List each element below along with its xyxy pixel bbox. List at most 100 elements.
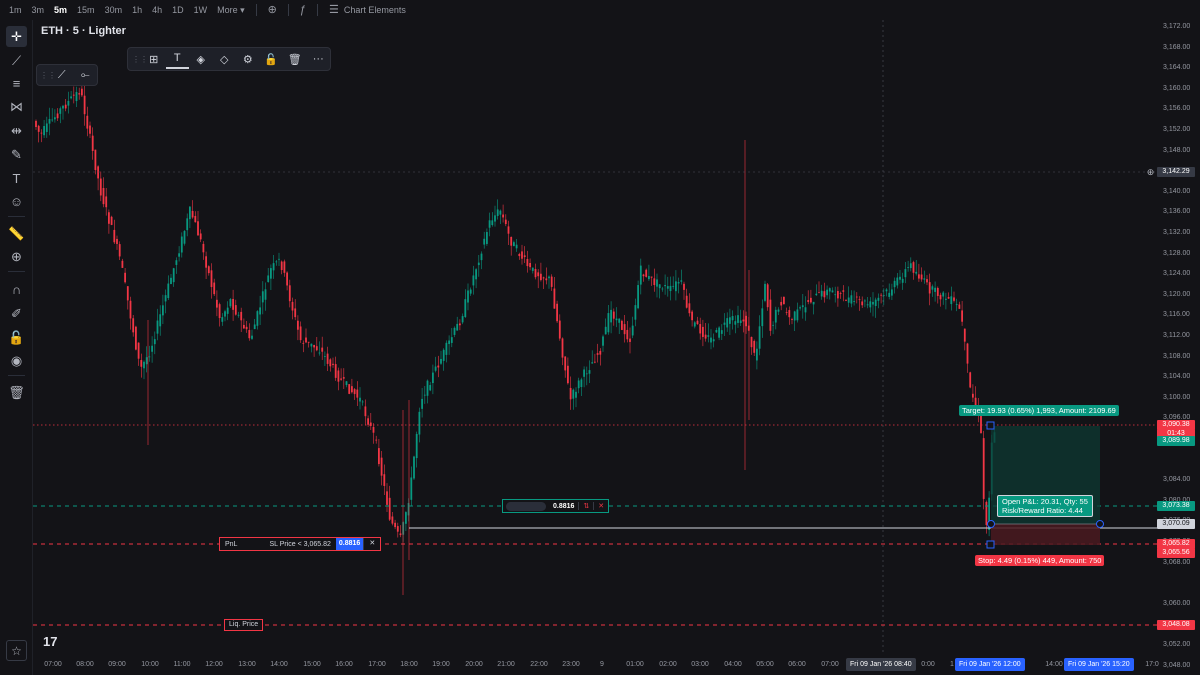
candle-body [62,105,64,109]
time-scale-label: 05:00 [756,661,774,668]
candle-body [456,323,459,331]
time-scale-label: 18:00 [400,661,418,668]
fib-tool-icon[interactable]: ≡ [12,76,21,91]
zoom-in-icon[interactable]: ⊕ [11,248,22,264]
timeframe-1w[interactable]: 1W [193,5,208,15]
stop-label: Stop: 4.49 (0.15%) 449, Amount: 750 [975,555,1105,566]
liq-price-label: Liq. Price [224,619,264,631]
timeframe-1h[interactable]: 1h [132,5,143,15]
more-timeframes-button[interactable]: More ▾ [217,5,245,15]
favorites-star-icon[interactable]: ☆ [6,640,27,661]
candle-body [234,305,237,315]
order-quantity[interactable]: 0.8816 [553,502,575,510]
more-options-icon[interactable]: ··· [312,53,324,65]
add-indicator-icon[interactable]: ⊕ [267,4,277,16]
chart-elements-button[interactable]: Chart Elements [343,5,406,15]
line-color-icon[interactable]: ◇ [220,53,229,66]
candle-body [272,263,275,271]
candle-body [283,261,286,273]
close-order-icon[interactable]: ✕ [593,502,608,510]
timeframe-15m[interactable]: 15m [77,5,95,15]
time-scale-label: 21:00 [497,661,515,668]
emoji-tool-icon[interactable]: ☺ [9,194,24,209]
loss-zone[interactable] [991,524,1100,545]
candle-body [585,373,588,375]
crosshair-tool-icon[interactable]: ✛ [6,26,27,47]
timeframe-1d[interactable]: 1D [172,5,184,15]
current-price-tag: 3,089.98 [1157,436,1195,446]
sl-quantity[interactable]: 0.8816 [335,538,364,550]
candle-body [785,312,788,313]
candle-body [774,309,777,323]
candle-body [572,389,575,399]
time-scale-label: 17:00 [368,661,386,668]
candle-body [545,278,548,281]
entry-order-widget[interactable]: 0.8816 ⇅ ✕ [502,499,610,513]
lock-icon[interactable]: 🔓 [8,329,25,345]
settings-gear-icon[interactable]: ⚙ [242,53,253,66]
timeframe-5m[interactable]: 5m [54,5,68,15]
add-alert-icon[interactable]: ⊕ [1146,167,1155,177]
time-scale-label: 06:00 [788,661,806,668]
candle-body [348,384,351,394]
candle-body [97,166,99,179]
pattern-tool-icon[interactable]: ⋈ [10,98,23,114]
price-scale-label: 3,152.00 [1163,126,1191,133]
timeframe-4h[interactable]: 4h [152,5,163,15]
candle-body [580,379,583,388]
lock-drawing-icon[interactable]: 🔓 [264,53,279,66]
entry-handle-left[interactable] [987,520,995,528]
drag-grip-icon[interactable]: ⋮⋮ [40,70,56,80]
candle-body [232,298,234,310]
floating-drawing-toolbar: ⋮⋮ ⊞ T ◈ ◇ ⚙ 🔓 🗑 ··· [127,47,331,71]
close-sl-icon[interactable]: ✕ [363,538,380,550]
sl-order-widget[interactable]: PnL SL Price < 3,065.82 0.8816 ✕ [219,537,382,551]
candle-body [167,283,170,299]
brush-tool-icon[interactable]: ✎ [11,146,22,162]
template-icon[interactable]: ⊞ [149,53,159,66]
reverse-order-icon[interactable]: ⇅ [578,502,593,510]
timeframe-1m[interactable]: 1m [9,5,22,15]
fill-color-icon[interactable]: ◈ [196,53,205,66]
price-scale[interactable]: 3,172.00 3,168.00 3,164.00 3,160.00 3,156.00… [1157,20,1200,669]
indicators-icon[interactable]: ƒ [299,4,307,16]
magnet-icon[interactable]: ∩ [11,282,22,297]
trash-icon[interactable]: 🗑 [8,384,25,400]
candle-body [315,346,318,351]
order-slider[interactable] [506,501,546,511]
candle-body [915,271,918,274]
prediction-tool-icon[interactable]: ⇹ [11,122,22,138]
candle-body [72,94,75,96]
ray-line-icon[interactable]: ⟋ [57,68,66,81]
ruler-tool-icon[interactable]: 📏 [8,225,25,241]
candle-body [256,311,259,326]
text-tool-icon[interactable]: T [12,171,21,186]
candle-body [745,315,747,327]
delete-drawing-icon[interactable]: 🗑 [287,53,302,66]
candle-body [534,268,537,278]
timeframe-3m[interactable]: 3m [31,5,45,15]
visibility-eye-icon[interactable]: ◉ [10,352,23,368]
candle-body [739,320,742,323]
candle-body [178,253,180,257]
stay-drawing-icon[interactable]: ✐ [11,305,22,321]
candle-body [405,512,407,524]
candle-body [491,220,494,226]
candle-body [958,304,961,309]
symbol-title[interactable]: ETH · 5 · Lighter [41,25,126,37]
drag-grip-icon[interactable]: ⋮⋮ [132,54,148,64]
stop-handle[interactable] [986,540,995,549]
trend-line-tool-icon[interactable]: ⟋ [11,52,22,68]
chart-elements-icon[interactable]: ☰ [329,4,339,16]
candle-body [631,325,634,336]
time-scale[interactable]: 07:00 08:00 09:00 10:00 11:00 12:00 13:00 14:00… [33,655,1159,675]
target-handle[interactable] [986,421,995,430]
entry-handle-right[interactable] [1096,520,1104,528]
horizontal-line-icon[interactable]: ⟜ [80,68,90,81]
timeframe-30m[interactable]: 30m [104,5,123,15]
pnl-label: PnL [225,540,238,548]
time-scale-label: 23:00 [562,661,580,668]
price-scale-label: 3,108.00 [1163,352,1191,360]
text-color-icon[interactable]: T [165,49,189,69]
candle-body [367,418,369,425]
